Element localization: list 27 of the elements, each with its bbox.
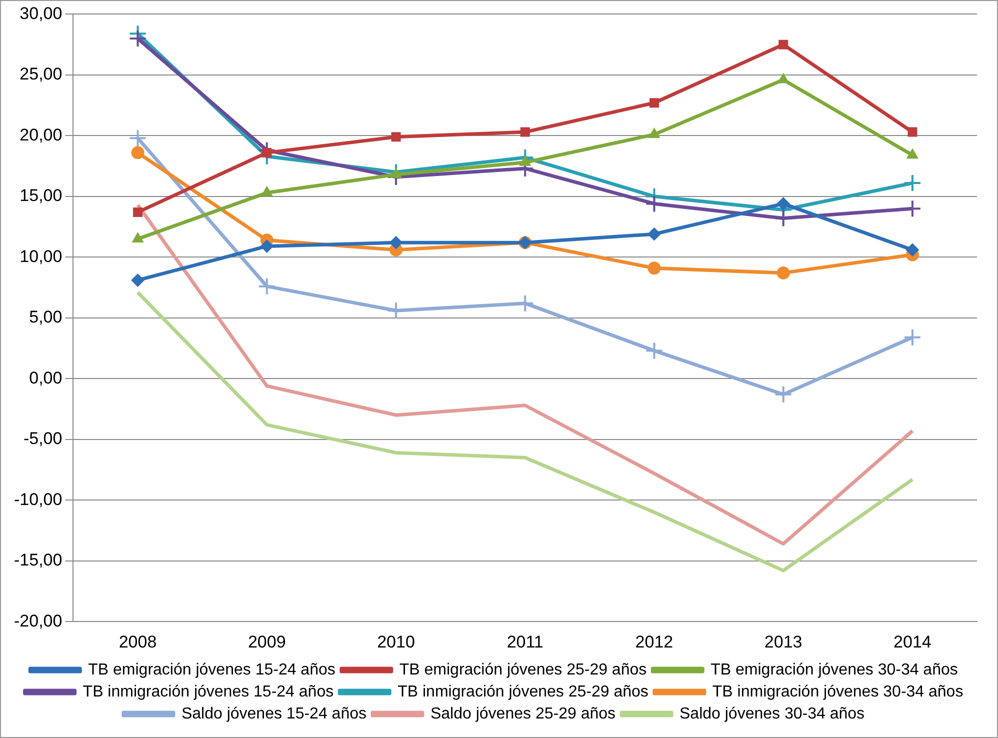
y-tick-label: -10,00 xyxy=(14,490,62,509)
legend-label: Saldo jóvenes 30-34 años xyxy=(680,705,865,722)
y-tick-label: 15,00 xyxy=(20,186,62,206)
y-tick-label: 0,00 xyxy=(29,368,62,388)
y-tick-label: 25,00 xyxy=(20,64,62,84)
y-tick-label: 20,00 xyxy=(20,125,62,144)
legend-label: Saldo jóvenes 25-29 años xyxy=(430,705,616,722)
x-tick-label: 2010 xyxy=(377,632,415,652)
legend-label: TB inmigración jóvenes 25-29 años xyxy=(398,683,648,700)
legend-label: TB inmigración jóvenes 15-24 años xyxy=(82,683,334,700)
y-tick-label: -20,00 xyxy=(14,611,62,630)
legend-label: TB emigración jóvenes 15-24 años xyxy=(88,661,336,678)
y-tick-label: 5,00 xyxy=(29,308,62,327)
x-tick-label: 2013 xyxy=(764,632,802,652)
y-tick-label: 10,00 xyxy=(20,246,62,266)
x-tick-label: 2014 xyxy=(894,632,932,652)
x-tick-label: 2011 xyxy=(506,632,544,652)
legend-label: TB emigración jóvenes 25-29 años xyxy=(399,661,647,678)
x-tick-label: 2012 xyxy=(635,632,674,652)
y-tick-label: 30,00 xyxy=(20,4,62,23)
x-tick-label: 2008 xyxy=(118,632,157,652)
legend-label: Saldo jóvenes 15-24 años xyxy=(181,705,366,722)
legend-label: TB emigración jóvenes 30-34 años xyxy=(710,661,958,678)
x-tick-label: 2009 xyxy=(248,632,286,652)
legend-label: TB inmigración jóvenes 30-34 años xyxy=(712,683,964,700)
y-tick-label: -5,00 xyxy=(23,429,62,448)
y-tick-label: -15,00 xyxy=(14,550,62,570)
